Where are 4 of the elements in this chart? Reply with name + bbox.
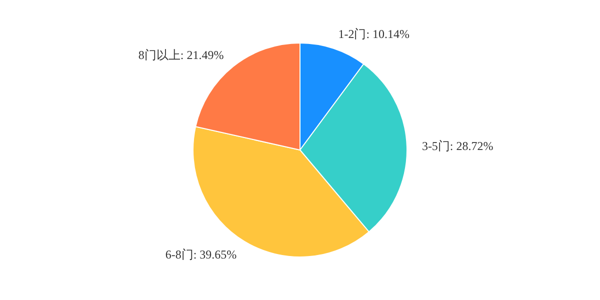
slice-label: 3-5门: 28.72% (422, 139, 494, 154)
slice-label: 8门以上: 21.49% (138, 48, 224, 62)
slice-label: 1-2门: 10.14% (338, 27, 410, 42)
slice-label: 6-8门: 39.65% (165, 247, 237, 262)
